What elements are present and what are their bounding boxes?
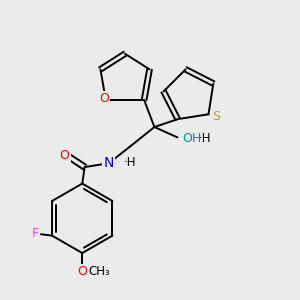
Text: S: S (212, 110, 220, 123)
Text: O: O (99, 92, 109, 105)
Text: F: F (32, 227, 39, 240)
Text: N: N (103, 156, 114, 170)
Text: O: O (77, 265, 87, 278)
Text: ·H: ·H (199, 132, 211, 145)
Text: CH₃: CH₃ (89, 266, 110, 278)
Text: O: O (60, 148, 70, 161)
Text: OH: OH (183, 132, 202, 145)
Text: ·H: ·H (124, 156, 136, 169)
